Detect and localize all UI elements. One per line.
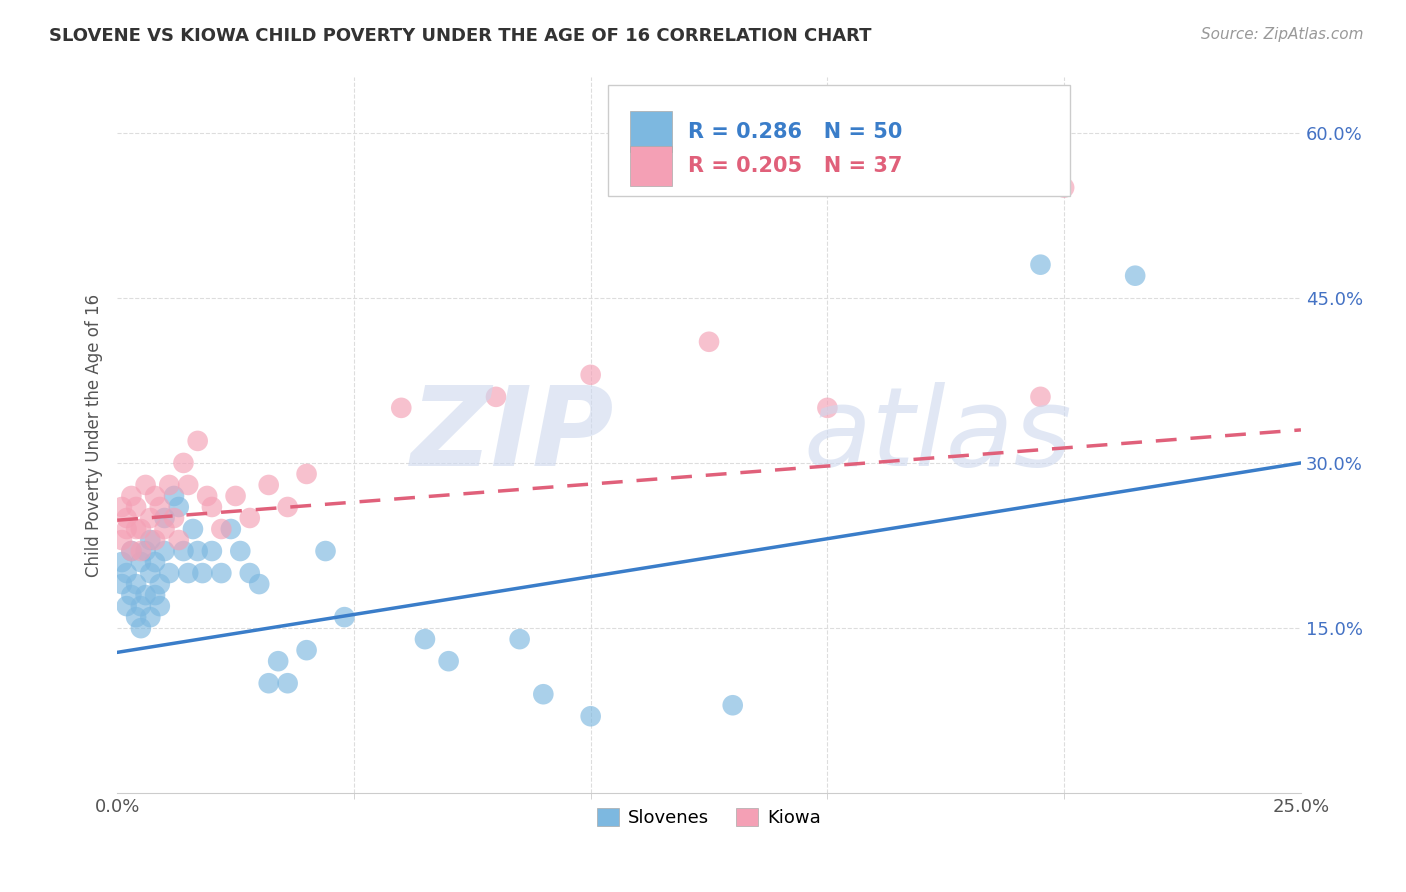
Point xyxy=(295,467,318,481)
Point xyxy=(1029,258,1052,272)
Text: R = 0.286   N = 50: R = 0.286 N = 50 xyxy=(688,122,903,142)
Point xyxy=(257,676,280,690)
Point xyxy=(1123,268,1146,283)
Point xyxy=(172,544,194,558)
Point xyxy=(135,544,157,558)
Point xyxy=(139,610,162,624)
Point xyxy=(135,478,157,492)
Point xyxy=(697,334,720,349)
Point xyxy=(247,577,270,591)
Point xyxy=(437,654,460,668)
Point xyxy=(143,555,166,569)
Point xyxy=(209,522,232,536)
Point xyxy=(485,390,508,404)
Point xyxy=(172,456,194,470)
FancyBboxPatch shape xyxy=(630,145,672,186)
Point xyxy=(129,555,152,569)
Point xyxy=(187,434,209,448)
Point xyxy=(129,621,152,635)
Point xyxy=(1053,180,1076,194)
Point xyxy=(120,544,142,558)
Point xyxy=(187,544,209,558)
Point xyxy=(413,632,436,647)
Point xyxy=(143,588,166,602)
Point xyxy=(163,511,186,525)
Point xyxy=(389,401,412,415)
Point xyxy=(177,566,200,580)
Point xyxy=(149,599,172,613)
Point xyxy=(115,566,138,580)
Point xyxy=(153,544,176,558)
Point xyxy=(209,566,232,580)
Point xyxy=(139,511,162,525)
Point xyxy=(721,698,744,713)
FancyBboxPatch shape xyxy=(609,85,1070,195)
Point xyxy=(1029,390,1052,404)
FancyBboxPatch shape xyxy=(630,112,672,153)
Point xyxy=(125,522,148,536)
Point xyxy=(139,533,162,547)
Point xyxy=(135,588,157,602)
Point xyxy=(111,500,134,514)
Point xyxy=(129,599,152,613)
Text: atlas: atlas xyxy=(804,382,1073,489)
Point xyxy=(139,566,162,580)
Point xyxy=(115,599,138,613)
Point xyxy=(201,544,224,558)
Point xyxy=(143,533,166,547)
Point xyxy=(201,500,224,514)
Point xyxy=(315,544,337,558)
Point xyxy=(191,566,214,580)
Point xyxy=(219,522,242,536)
Point xyxy=(149,577,172,591)
Text: Source: ZipAtlas.com: Source: ZipAtlas.com xyxy=(1201,27,1364,42)
Point xyxy=(239,566,262,580)
Text: ZIP: ZIP xyxy=(411,382,614,489)
Point xyxy=(181,522,204,536)
Y-axis label: Child Poverty Under the Age of 16: Child Poverty Under the Age of 16 xyxy=(86,293,103,577)
Point xyxy=(120,544,142,558)
Text: SLOVENE VS KIOWA CHILD POVERTY UNDER THE AGE OF 16 CORRELATION CHART: SLOVENE VS KIOWA CHILD POVERTY UNDER THE… xyxy=(49,27,872,45)
Point xyxy=(295,643,318,657)
Point xyxy=(163,489,186,503)
Text: R = 0.205   N = 37: R = 0.205 N = 37 xyxy=(688,156,903,176)
Legend: Slovenes, Kiowa: Slovenes, Kiowa xyxy=(591,801,828,834)
Point xyxy=(167,500,190,514)
Point xyxy=(125,577,148,591)
Point xyxy=(229,544,252,558)
Point xyxy=(531,687,554,701)
Point xyxy=(111,533,134,547)
Point xyxy=(149,500,172,514)
Point xyxy=(153,511,176,525)
Point xyxy=(177,478,200,492)
Point xyxy=(579,709,602,723)
Point xyxy=(167,533,190,547)
Point xyxy=(125,500,148,514)
Point xyxy=(333,610,356,624)
Point xyxy=(129,544,152,558)
Point xyxy=(277,676,299,690)
Point xyxy=(267,654,290,668)
Point xyxy=(115,511,138,525)
Point xyxy=(129,522,152,536)
Point xyxy=(225,489,247,503)
Point xyxy=(277,500,299,514)
Point xyxy=(815,401,838,415)
Point xyxy=(195,489,218,503)
Point xyxy=(115,522,138,536)
Point xyxy=(143,489,166,503)
Point xyxy=(257,478,280,492)
Point xyxy=(579,368,602,382)
Point xyxy=(111,555,134,569)
Point xyxy=(120,489,142,503)
Point xyxy=(239,511,262,525)
Point xyxy=(153,522,176,536)
Point xyxy=(120,588,142,602)
Point xyxy=(111,577,134,591)
Point xyxy=(157,566,180,580)
Point xyxy=(157,478,180,492)
Point xyxy=(509,632,531,647)
Point xyxy=(125,610,148,624)
